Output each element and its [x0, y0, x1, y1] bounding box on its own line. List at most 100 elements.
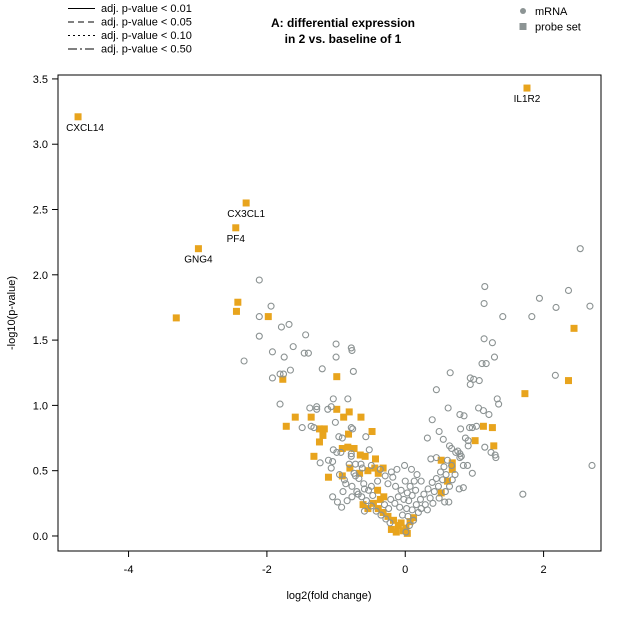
mrna-point — [329, 493, 337, 501]
mrna-point — [398, 511, 407, 519]
mrna-point — [339, 488, 347, 496]
mrna-point — [428, 478, 436, 486]
mrna-point — [472, 422, 481, 430]
mrna-point — [298, 424, 306, 432]
mrna-point — [423, 506, 431, 514]
probe-set-point — [397, 519, 405, 527]
probe-set-point — [234, 298, 242, 306]
mrna-point — [435, 427, 443, 436]
mrna-point — [394, 493, 402, 501]
mrna-point — [485, 410, 493, 419]
probe-set-point — [374, 486, 382, 494]
probe-set-point-il1r2 — [523, 84, 531, 92]
mrna-point — [355, 474, 363, 483]
probe-set-point — [232, 307, 240, 315]
mrna-point — [475, 377, 483, 385]
mrna-point — [362, 497, 371, 505]
probe-set-point — [479, 422, 487, 430]
mrna-point — [464, 442, 472, 450]
probe-set-point — [279, 375, 287, 383]
probe-set-point — [346, 464, 354, 472]
x-tick-label: 0 — [402, 564, 408, 576]
y-tick-label: 2.0 — [33, 270, 48, 282]
probe-set-point-gng4 — [194, 245, 202, 253]
mrna-point — [439, 476, 447, 484]
mrna-point — [439, 435, 447, 443]
mrna-point — [429, 499, 437, 507]
mrna-point — [495, 400, 503, 408]
probe-set-point — [264, 313, 272, 321]
mrna-point — [349, 425, 357, 433]
mrna-point — [306, 404, 314, 412]
mrna-point — [332, 353, 340, 361]
probe-set-point — [376, 495, 384, 503]
mrna-point — [412, 501, 420, 509]
mrna-point — [410, 477, 418, 485]
mrna-point — [481, 443, 489, 451]
mrna-point — [384, 480, 392, 488]
mrna-point — [456, 410, 464, 419]
mrna-point — [479, 407, 487, 415]
mrna-point — [348, 482, 356, 490]
mrna-point — [289, 343, 297, 351]
probe-set-point — [320, 425, 328, 433]
mrna-point — [313, 405, 321, 413]
mrna-point — [302, 331, 310, 339]
mrna-point — [396, 503, 404, 511]
probe-set-point — [403, 529, 411, 537]
probe-set-point — [291, 413, 299, 421]
probe-set-point — [471, 437, 479, 445]
mrna-point — [466, 424, 474, 432]
mrna-point — [441, 498, 449, 506]
mrna-point — [403, 505, 411, 513]
mrna-point — [333, 498, 342, 506]
mrna-point — [400, 495, 408, 503]
mrna-point — [445, 498, 453, 506]
mrna-point — [353, 488, 361, 496]
probe-set-point — [338, 444, 346, 452]
mrna-point — [377, 511, 385, 519]
mrna-point — [329, 395, 337, 403]
probe-set-point — [307, 413, 315, 421]
mrna-point — [444, 404, 452, 412]
mrna-point — [405, 521, 413, 530]
mrna-point — [451, 471, 459, 479]
mrna-point — [331, 418, 339, 426]
mrna-point — [407, 465, 416, 473]
probe-set-point — [344, 443, 352, 451]
probe-set-point-cx3cl1 — [242, 199, 250, 207]
mrna-point — [332, 340, 340, 348]
probe-set-point — [402, 524, 410, 532]
mrna-point — [463, 461, 472, 470]
mrna-point — [416, 495, 425, 503]
mrna-point — [448, 461, 456, 470]
probe-set-legend-marker — [519, 23, 527, 30]
probe-set-point — [406, 518, 414, 526]
mrna-point — [267, 302, 275, 310]
mrna-point — [337, 448, 345, 456]
gene-label-cx3cl1: CX3CL1 — [227, 209, 265, 220]
mrna-point — [499, 313, 507, 321]
mrna-point — [460, 412, 468, 420]
mrna-point — [576, 245, 584, 253]
mrna-point — [327, 464, 335, 472]
mrna-point — [335, 471, 344, 479]
probe-set-point — [350, 444, 358, 452]
probe-set-point — [448, 465, 456, 473]
mrna-point — [420, 490, 428, 498]
probe-set-point — [356, 469, 364, 477]
mrna-legend-marker — [520, 8, 526, 14]
mrna-point — [492, 454, 500, 462]
mrna-point — [442, 471, 450, 479]
mrna-point — [405, 497, 413, 505]
mrna-point — [255, 313, 263, 321]
mrna-point — [397, 486, 405, 494]
probe-set-point — [345, 408, 353, 416]
mrna-point — [318, 365, 326, 373]
mrna-point — [350, 469, 358, 477]
mrna-point — [342, 480, 350, 488]
mrna-point — [393, 465, 401, 473]
mrna-point — [464, 437, 472, 445]
mrna-point — [381, 472, 389, 480]
